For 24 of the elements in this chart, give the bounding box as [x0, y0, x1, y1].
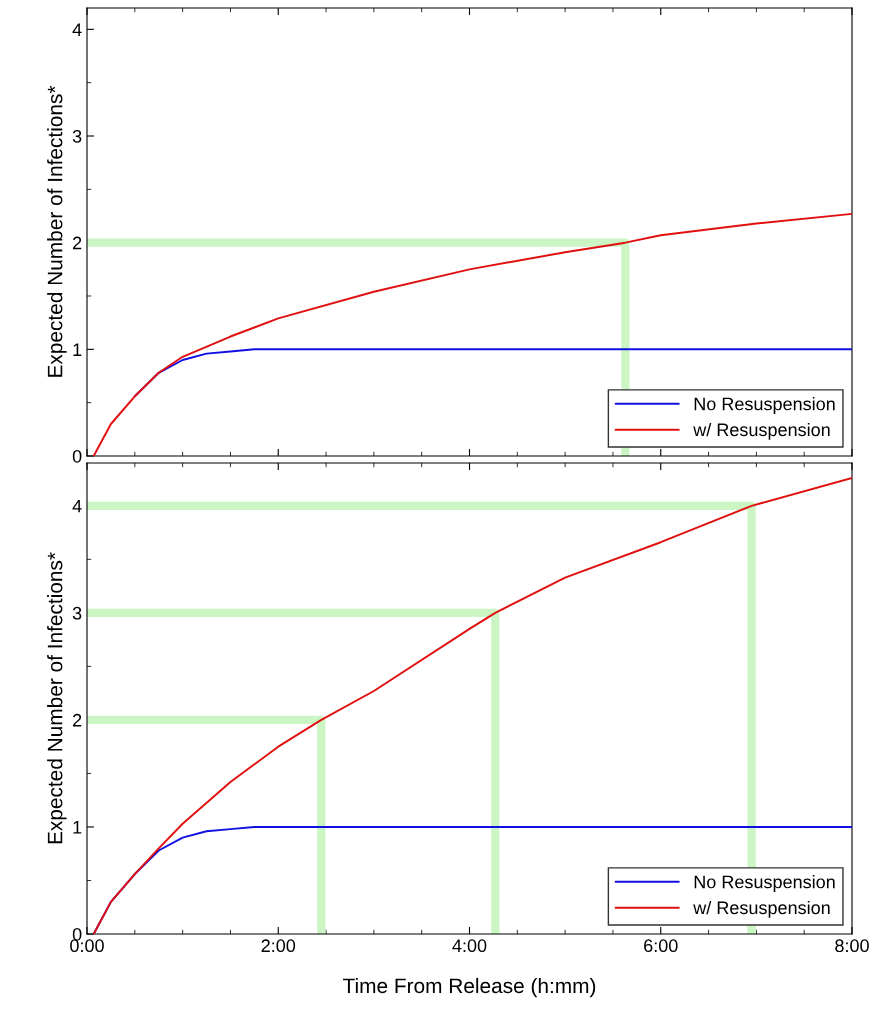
y-axis-title: Expected Number of Infections* — [47, 85, 67, 377]
y-tick-label: 3 — [72, 606, 82, 620]
line-series — [92, 212, 852, 456]
legend-label: w/ Resuspension — [693, 900, 830, 918]
y-tick-label: 2 — [73, 713, 82, 727]
x-tick-label: 6:00 — [644, 939, 678, 953]
x-tick-label: 0:00 — [70, 939, 104, 953]
x-tick-label: 2:00 — [261, 939, 296, 953]
y-tick-label: 1 — [73, 343, 82, 356]
y-tick-label: 0 — [72, 449, 82, 463]
legend-label: No Resuspension — [694, 875, 835, 892]
x-tick-label: 8:00 — [835, 939, 869, 953]
y-tick-label: 1 — [73, 821, 82, 834]
x-tick-label: 4:00 — [452, 939, 487, 953]
y-tick-label: 4 — [72, 499, 82, 513]
y-tick-label: 4 — [72, 23, 82, 36]
x-axis-title: Time From Release (h:mm) — [343, 977, 596, 998]
legend-label: No Resuspension — [694, 397, 835, 414]
y-tick-label: 2 — [73, 236, 82, 250]
line-series — [92, 477, 852, 934]
y-tick-label: 0 — [72, 927, 82, 941]
y-axis-title: Expected Number of Infections* — [47, 552, 67, 844]
legend-label: w/ Resuspension — [693, 422, 830, 440]
y-tick-label: 3 — [72, 129, 82, 143]
